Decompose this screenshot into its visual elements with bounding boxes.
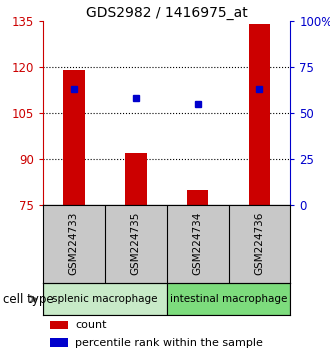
Bar <box>248 24 270 205</box>
Bar <box>50 338 68 347</box>
Text: percentile rank within the sample: percentile rank within the sample <box>75 338 263 348</box>
Bar <box>43 283 167 315</box>
Bar <box>187 190 209 205</box>
Text: GSM224734: GSM224734 <box>193 212 203 275</box>
Bar <box>50 321 68 329</box>
Text: GSM224735: GSM224735 <box>131 212 141 275</box>
Text: cell type: cell type <box>3 293 54 306</box>
Title: GDS2982 / 1416975_at: GDS2982 / 1416975_at <box>86 6 248 20</box>
Bar <box>63 70 85 205</box>
Text: count: count <box>75 320 107 330</box>
Text: splenic macrophage: splenic macrophage <box>52 294 157 304</box>
Bar <box>125 153 147 205</box>
Text: GSM224736: GSM224736 <box>254 212 264 275</box>
Text: GSM224733: GSM224733 <box>69 212 79 275</box>
Text: intestinal macrophage: intestinal macrophage <box>170 294 287 304</box>
Bar <box>167 283 290 315</box>
